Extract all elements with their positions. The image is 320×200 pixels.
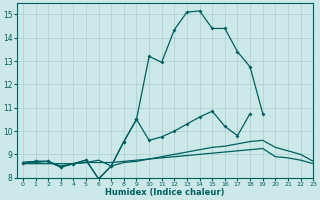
- X-axis label: Humidex (Indice chaleur): Humidex (Indice chaleur): [105, 188, 225, 197]
